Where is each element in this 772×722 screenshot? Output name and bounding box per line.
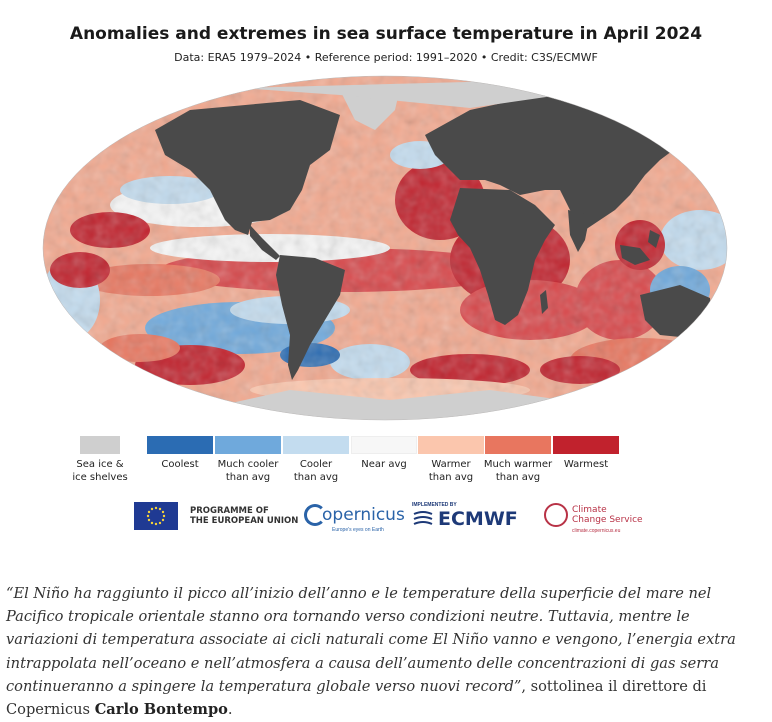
land-eurasia	[425, 95, 690, 230]
legend-label-near: Near avg	[361, 459, 407, 470]
eu-flag-icon	[134, 502, 178, 530]
legend-label-warmest: Warmest	[563, 459, 609, 470]
legend-label-cooler: Cooler than avg	[293, 459, 339, 483]
land-india	[568, 210, 590, 252]
legend-label-coolest: Coolest	[161, 459, 199, 470]
arctic-ice	[240, 80, 560, 108]
c3s-url: climate.copernicus.eu	[572, 528, 621, 534]
legend-swatch-much-warmer	[485, 436, 551, 454]
map-subtitle: Data: ERA5 1979–2024 • Reference period:…	[174, 51, 598, 64]
quote-attribution: , sottolinea il direttore di Copernicus	[6, 677, 707, 719]
quote-text: “El Niño ha raggiunto il picco all’inizi…	[6, 585, 736, 695]
legend-swatch-near	[351, 436, 417, 454]
c3s-logo-text: Climate Change Service	[572, 505, 643, 525]
legend-label-much-cooler: Much cooler than avg	[217, 459, 279, 483]
legend-label-warmer: Warmer than avg	[428, 459, 474, 483]
legend-label-much-warmer: Much warmer than avg	[483, 459, 553, 483]
c3s-line-1: Climate	[572, 505, 607, 515]
eu-line-1: PROGRAMME OF	[190, 506, 269, 516]
copernicus-logo-icon	[304, 504, 326, 526]
land-masses	[155, 80, 712, 420]
ecmwf-logo-text: ECMWF	[438, 508, 518, 530]
c3s-logo-icon	[544, 503, 568, 527]
logo-strip: PROGRAMME OF THE EUROPEAN UNION opernicu…	[0, 498, 772, 538]
map-title: Anomalies and extremes in sea surface te…	[69, 24, 703, 44]
c3s-line-2: Change Service	[572, 515, 643, 525]
article-quote: “El Niño ha raggiunto il picco all’inizi…	[6, 582, 756, 721]
land-north-america	[155, 100, 340, 235]
land-madagascar	[540, 290, 548, 314]
legend-swatch-cooler	[283, 436, 349, 454]
land-se-asia	[620, 245, 650, 265]
legend-swatch-ice	[80, 436, 120, 454]
legend-swatch-much-cooler	[215, 436, 281, 454]
land-south-america	[276, 255, 345, 380]
legend-swatch-coolest	[147, 436, 213, 454]
sst-anomaly-map	[42, 75, 728, 421]
ecmwf-implemented-by: IMPLEMENTED BY	[412, 502, 457, 508]
land-africa	[450, 188, 555, 325]
quote-author: Carlo Bontempo	[94, 701, 228, 719]
land-central-america	[250, 225, 280, 260]
eu-programme-text: PROGRAMME OF THE EUROPEAN UNION	[190, 506, 298, 526]
legend-label-ice: Sea ice & ice shelves	[72, 459, 128, 483]
legend-swatch-warmest	[553, 436, 619, 454]
legend-swatch-warmer	[418, 436, 484, 454]
copernicus-logo-text: opernicus	[322, 505, 405, 525]
copernicus-tagline: Europe's eyes on Earth	[332, 527, 384, 533]
ecmwf-logo-icon	[413, 511, 433, 525]
eu-line-2: THE EUROPEAN UNION	[190, 516, 299, 526]
quote-end: .	[227, 701, 233, 719]
